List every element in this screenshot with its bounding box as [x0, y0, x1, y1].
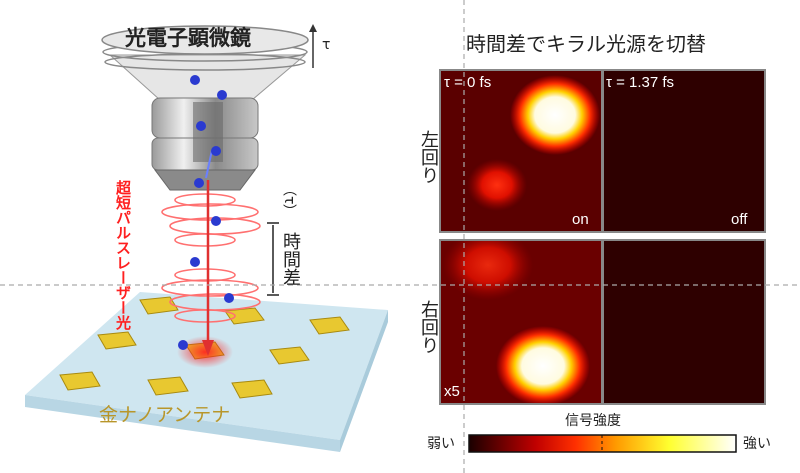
plasmon-hotspot: [177, 336, 233, 368]
state-off: off: [731, 211, 748, 228]
substrate: [25, 292, 388, 452]
time-delay-symbol: （τ）: [281, 182, 297, 219]
colorbar-low-label: 弱い: [427, 436, 455, 452]
row-label-right-circular: 右回り: [418, 300, 439, 354]
heatmap-right-137fs: [602, 239, 766, 405]
tau-arrow-icon: [309, 24, 317, 68]
antenna-label: 金ナノアンテナ: [99, 404, 231, 426]
heatmap-right-0fs: [439, 239, 603, 405]
row-label-left-circular: 左回り: [418, 130, 439, 184]
colorbar-high-label: 強い: [743, 436, 771, 452]
laser-pulses: [161, 193, 261, 323]
column-label-0fs: τ = 0 fs: [444, 74, 492, 91]
microscope-label: 光電子顕微鏡: [125, 26, 251, 50]
photoelectron-microscope: [101, 25, 309, 191]
time-delay-bracket: [267, 222, 279, 296]
scale-note: x5: [444, 383, 460, 400]
laser-beam-arrow: [202, 180, 214, 356]
time-delay-label: 時間差: [280, 232, 301, 286]
column-label-137fs: τ = 1.37 fs: [606, 74, 675, 91]
state-on: on: [572, 211, 589, 228]
right-title: 時間差でキラル光源を切替: [466, 32, 706, 56]
laser-label: 超短パルスレーザー光: [114, 180, 132, 330]
electrons: [178, 75, 234, 350]
heatmap-left-0fs: [439, 69, 603, 233]
heatmap-left-137fs: [602, 69, 766, 233]
tau-label: τ: [322, 37, 331, 53]
colorbar-title: 信号強度: [565, 413, 621, 429]
electron-path: [205, 149, 213, 179]
